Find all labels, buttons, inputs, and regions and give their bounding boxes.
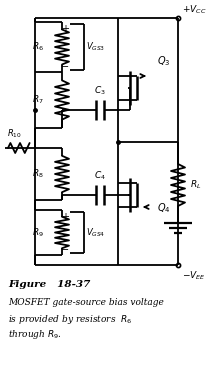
Text: $-V_{EE}$: $-V_{EE}$ — [182, 269, 206, 282]
Text: $V_{GS4}$: $V_{GS4}$ — [86, 226, 105, 239]
Text: $R_9$: $R_9$ — [32, 226, 44, 239]
Text: $-$: $-$ — [60, 60, 70, 70]
Text: $R_{10}$: $R_{10}$ — [7, 127, 22, 140]
Text: +: + — [61, 212, 69, 222]
Text: $C_3$: $C_3$ — [94, 84, 106, 97]
Text: $-$: $-$ — [60, 243, 70, 253]
Text: $Q_4$: $Q_4$ — [157, 201, 171, 215]
Text: $R_7$: $R_7$ — [32, 94, 44, 106]
Text: MOSFET gate-source bias voltage: MOSFET gate-source bias voltage — [8, 298, 164, 307]
Text: $Q_3$: $Q_3$ — [157, 54, 170, 68]
Text: +: + — [61, 24, 69, 34]
Text: Figure   18-37: Figure 18-37 — [8, 280, 90, 289]
Text: $R_6$: $R_6$ — [32, 41, 44, 53]
Text: $C_4$: $C_4$ — [94, 170, 106, 182]
Text: is provided by resistors  $\mathit{R}_6$: is provided by resistors $\mathit{R}_6$ — [8, 313, 133, 326]
Text: $R_L$: $R_L$ — [190, 179, 201, 191]
Text: $R_8$: $R_8$ — [32, 168, 44, 180]
Text: $V_{GS3}$: $V_{GS3}$ — [86, 41, 105, 53]
Text: $+V_{CC}$: $+V_{CC}$ — [182, 4, 206, 16]
Text: through $\mathit{R}_9$.: through $\mathit{R}_9$. — [8, 328, 62, 341]
